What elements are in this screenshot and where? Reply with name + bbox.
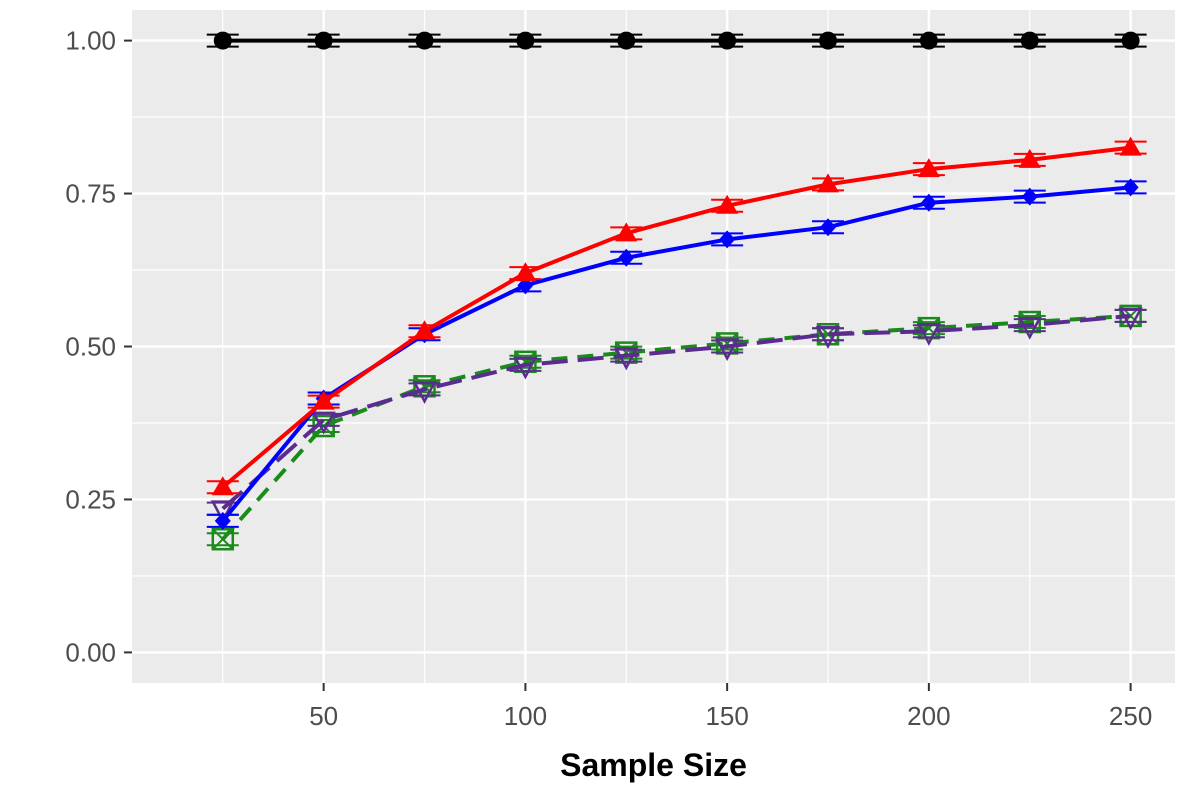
series-layer <box>206 31 1147 551</box>
series-point <box>1020 31 1039 50</box>
y-tick-label: 0.25 <box>65 484 116 514</box>
series-point <box>920 193 937 212</box>
square-marker-cross <box>615 341 637 364</box>
series-point <box>815 326 841 349</box>
series-point <box>415 31 434 50</box>
series-point <box>820 218 837 237</box>
series-point <box>1119 136 1142 156</box>
series-point <box>917 158 940 178</box>
series-point <box>211 476 234 496</box>
series-point <box>1122 178 1139 197</box>
y-tick-label: 0.50 <box>65 332 116 362</box>
series-point <box>311 411 336 435</box>
series-line <box>221 313 1131 541</box>
series-point <box>1017 316 1042 340</box>
x-tick-label: 200 <box>907 701 950 731</box>
series-point <box>1121 31 1140 50</box>
series-point <box>514 262 537 282</box>
square-marker-cross <box>716 332 738 355</box>
axis-tick-labels: 0.00 0.25 0.50 0.75 1.00 50 100 150 200 250 <box>65 26 1152 731</box>
square-marker-cross <box>1019 311 1041 333</box>
series-point <box>513 356 538 380</box>
series-point <box>214 511 231 530</box>
series-point <box>1118 307 1143 331</box>
series-point <box>819 31 838 50</box>
series-point <box>615 222 638 242</box>
series-point <box>618 248 635 267</box>
y-tick-label: 1.00 <box>65 26 116 56</box>
series-point <box>312 390 335 410</box>
series-point <box>210 500 235 524</box>
series-line <box>221 313 1131 511</box>
y-tick-label: 0.75 <box>65 179 116 209</box>
x-tick-label: 250 <box>1109 701 1152 731</box>
x-axis-title: Sample Size <box>560 747 747 783</box>
series-point <box>213 31 232 50</box>
series-point <box>1021 187 1038 206</box>
series-point <box>716 194 739 214</box>
x-tick-label: 150 <box>705 701 748 731</box>
series-point <box>919 31 938 50</box>
y-tick-label: 0.00 <box>65 637 116 667</box>
series-point <box>614 347 639 371</box>
square-marker-cross <box>918 317 940 339</box>
series-point <box>617 31 636 50</box>
series-point <box>516 31 535 50</box>
axis-ticks <box>124 39 1132 691</box>
series-point <box>1018 148 1041 168</box>
series <box>206 31 1147 50</box>
series-point <box>412 381 437 405</box>
series-point <box>916 322 941 346</box>
series-point <box>715 338 740 362</box>
series-point <box>718 31 737 50</box>
series <box>206 307 1147 524</box>
series-point <box>413 320 436 340</box>
square-marker-cross <box>212 528 234 550</box>
series-point <box>314 31 333 50</box>
series <box>206 136 1147 496</box>
series-point <box>719 230 736 249</box>
x-tick-label: 100 <box>504 701 547 731</box>
series-point <box>817 173 840 193</box>
x-tick-label: 50 <box>309 701 338 731</box>
series-line <box>221 145 1131 489</box>
